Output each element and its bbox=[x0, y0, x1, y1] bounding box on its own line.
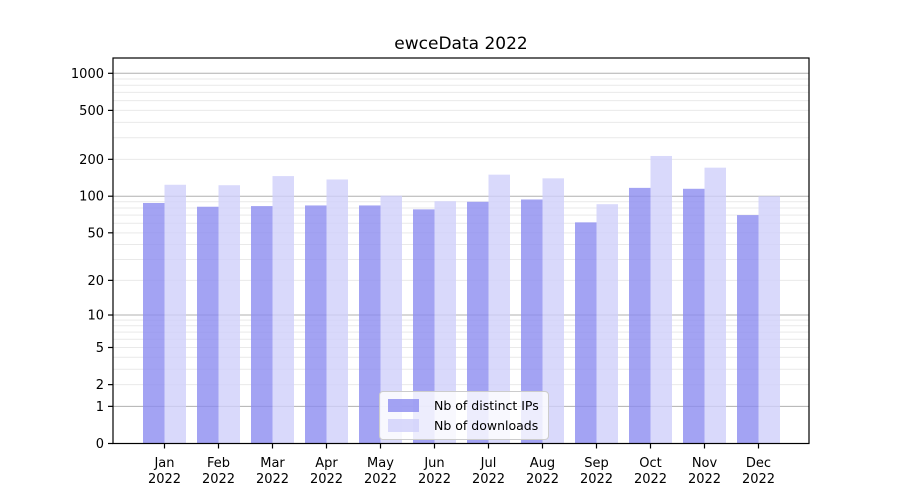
bar-distinct-ips-mar bbox=[251, 206, 273, 444]
y-tick-label: 1000 bbox=[71, 67, 104, 82]
axis-frame bbox=[112, 57, 810, 445]
bar-downloads-may bbox=[380, 195, 402, 444]
chart-title: ewceData 2022 bbox=[394, 34, 528, 54]
bar-downloads-jul bbox=[488, 174, 510, 444]
x-tick-label-year: 2022 bbox=[526, 472, 559, 487]
bar-distinct-ips-oct bbox=[629, 187, 651, 444]
bar-downloads-apr bbox=[326, 179, 348, 444]
bar-downloads-jun bbox=[434, 201, 456, 444]
bar-downloads-aug bbox=[542, 178, 564, 444]
bar-downloads-feb bbox=[218, 185, 240, 444]
x-tick-label-year: 2022 bbox=[418, 472, 451, 487]
x-tick-label-month: Aug bbox=[530, 456, 555, 471]
y-tick-label: 200 bbox=[79, 153, 104, 168]
x-tick-label-year: 2022 bbox=[580, 472, 613, 487]
bar-downloads-sep bbox=[596, 204, 618, 444]
x-tick-label-year: 2022 bbox=[634, 472, 667, 487]
x-tick-label-year: 2022 bbox=[688, 472, 721, 487]
y-tick-label: 2 bbox=[96, 378, 104, 393]
bar-downloads-oct bbox=[650, 155, 672, 444]
legend-label-distinct-ips: Nb of distinct IPs bbox=[434, 398, 539, 413]
bar-distinct-ips-jul bbox=[467, 201, 489, 444]
legend-item-distinct-ips: Nb of distinct IPs bbox=[388, 397, 540, 414]
x-tick-label-year: 2022 bbox=[310, 472, 343, 487]
bar-distinct-ips-dec bbox=[737, 215, 759, 444]
legend-swatch-downloads bbox=[388, 419, 419, 432]
y-tick-label: 20 bbox=[87, 274, 104, 289]
x-tick-label-year: 2022 bbox=[742, 472, 775, 487]
y-tick-label: 50 bbox=[87, 226, 104, 241]
x-tick-label-month: May bbox=[367, 456, 394, 471]
x-tick-label-month: Dec bbox=[746, 456, 771, 471]
bar-downloads-dec bbox=[758, 196, 780, 444]
y-tick-label: 5 bbox=[96, 341, 104, 356]
bar-downloads-mar bbox=[272, 176, 294, 444]
bar-downloads-nov bbox=[704, 167, 726, 444]
x-tick-label-month: Jul bbox=[480, 456, 497, 471]
bar-distinct-ips-sep bbox=[575, 222, 597, 444]
legend-item-downloads: Nb of downloads bbox=[388, 417, 540, 434]
y-tick-label: 0 bbox=[96, 437, 104, 452]
bar-distinct-ips-jun bbox=[413, 209, 435, 444]
bar-distinct-ips-nov bbox=[683, 188, 705, 444]
y-tick-label: 10 bbox=[87, 309, 104, 324]
x-tick-label-month: Nov bbox=[692, 456, 718, 471]
bar-distinct-ips-may bbox=[359, 205, 381, 444]
x-tick-label-year: 2022 bbox=[364, 472, 397, 487]
y-tick-label: 1 bbox=[96, 400, 104, 415]
chart-legend: Nb of distinct IPs Nb of downloads bbox=[379, 391, 549, 440]
x-tick-label-month: Apr bbox=[315, 456, 338, 471]
x-tick-label-month: Jun bbox=[423, 456, 444, 471]
x-tick-label-year: 2022 bbox=[256, 472, 289, 487]
x-tick-label-year: 2022 bbox=[472, 472, 505, 487]
bar-distinct-ips-aug bbox=[521, 199, 543, 444]
x-tick-label-month: Oct bbox=[639, 456, 661, 471]
y-tick-label: 100 bbox=[79, 190, 104, 205]
bar-downloads-jan bbox=[164, 184, 186, 444]
y-tick-label: 500 bbox=[79, 104, 104, 119]
bar-distinct-ips-feb bbox=[197, 206, 219, 444]
bar-distinct-ips-apr bbox=[305, 205, 327, 444]
bar-distinct-ips-jan bbox=[143, 202, 165, 444]
x-tick-label-month: Feb bbox=[207, 456, 230, 471]
legend-label-downloads: Nb of downloads bbox=[434, 418, 539, 433]
x-tick-label-year: 2022 bbox=[202, 472, 235, 487]
x-tick-label-year: 2022 bbox=[148, 472, 181, 487]
x-tick-label-month: Sep bbox=[584, 456, 609, 471]
x-tick-label-month: Mar bbox=[260, 456, 285, 471]
x-tick-label-month: Jan bbox=[153, 456, 174, 471]
legend-swatch-distinct-ips bbox=[388, 399, 419, 412]
